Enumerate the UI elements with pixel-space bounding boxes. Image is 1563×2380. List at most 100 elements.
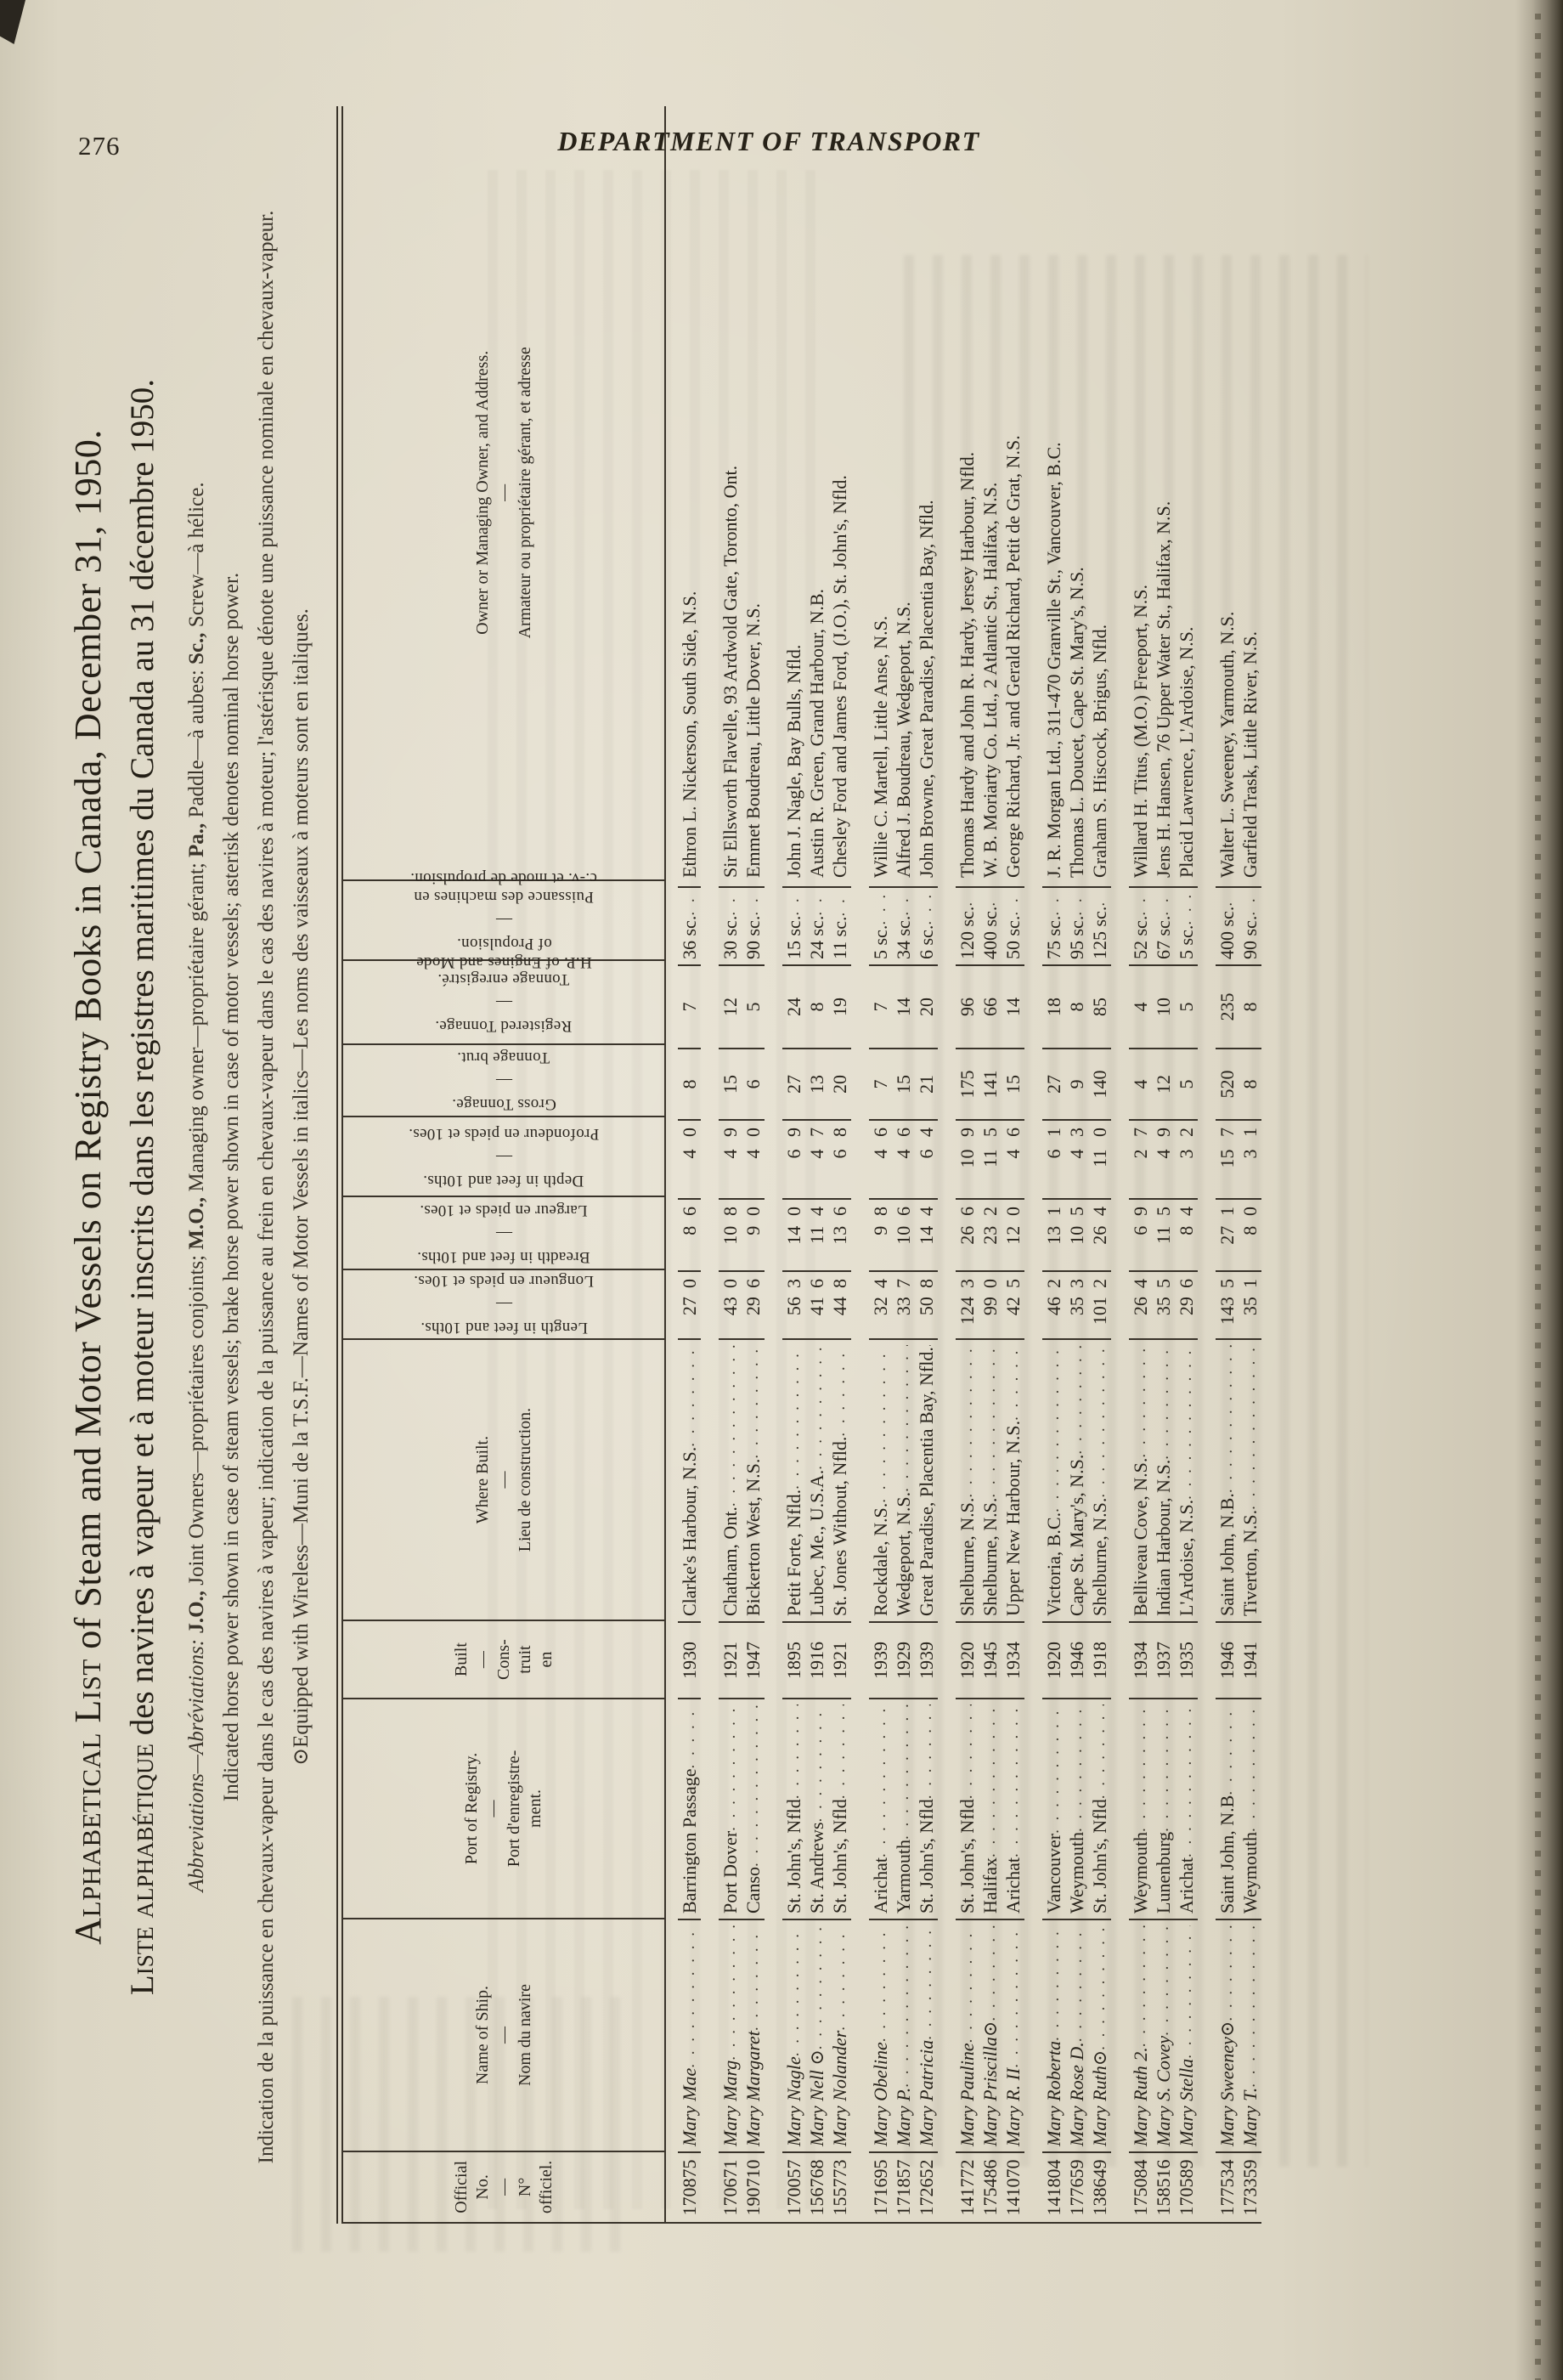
horsepower-cell: 90 sc. (1239, 886, 1261, 964)
where-built-cell: L'Ardoise, N.S. (1175, 1338, 1198, 1621)
port-of-registry-cell: St. John's, Nfld (1088, 1698, 1111, 1919)
official-no-cell: 172652 (915, 2151, 938, 2222)
port-of-registry-cell: Weymouth (1129, 1698, 1152, 1919)
official-no-cell: 175084 (1129, 2151, 1152, 2222)
dot-leader (915, 1704, 938, 1799)
owner-cell: Chesley Ford and James Ford, (J.O.), St.… (829, 475, 850, 878)
gross-tonnage-cell: 7 (869, 1048, 892, 1119)
where-built-cell: Tiverton, N.S. (1239, 1338, 1261, 1621)
dot-leader (1239, 1345, 1261, 1510)
built-year-cell: 1920 (1042, 1621, 1065, 1698)
dot-leader (1002, 1925, 1024, 2068)
length-cell: 35 1 (1239, 1270, 1261, 1338)
ship-name-cell: Mary T. (1239, 1919, 1261, 2151)
official-no-cell: 141772 (956, 2151, 979, 2222)
col-header-port: Port of Registry. — Port d'enregistre- m… (343, 1697, 664, 1919)
dot-leader (828, 1345, 851, 1437)
horsepower-note-en: Indicated horse power shown in case of s… (220, 572, 243, 1802)
official-no-cell: 171857 (892, 2151, 915, 2222)
ship-name-cell: Mary Nell ⊙ (805, 1919, 828, 2151)
port-of-registry-cell: Arichat (1175, 1698, 1198, 1919)
registered-tonnage-cell: 8 (805, 964, 828, 1048)
vessel-row: 170057 Mary Nagle St. John's, Nfld 1895 … (782, 106, 805, 2222)
horsepower-cell: 5 sc. (869, 886, 892, 964)
where-built-cell: Bickerton West, N.S. (742, 1338, 765, 1621)
official-no-cell: 170589 (1175, 2151, 1198, 2222)
dot-leader (719, 893, 742, 916)
table-body: 170875 Mary Mae Barrington Passage 19 30 … (666, 106, 1261, 2222)
depth-cell: 11 0 (1088, 1119, 1111, 1198)
horsepower-cell: 50 sc. (1002, 886, 1024, 964)
where-built-cell: Wedgeport, N.S. (892, 1338, 915, 1621)
breadth-cell: 12 0 (1002, 1198, 1024, 1270)
dot-leader (1175, 1704, 1198, 1857)
col-header-depth-fr: Profondeur en pieds et 10es. (408, 1124, 600, 1143)
title-english: Alphabetical List of Steam and Motor Ves… (66, 53, 110, 2321)
ship-name-cell: Mary Roberta (1042, 1919, 1065, 2151)
where-built-cell: Shelburne, N.S. (979, 1338, 1002, 1621)
dot-leader (1129, 1704, 1152, 1832)
port-of-registry-cell: Canso (742, 1698, 765, 1919)
registered-tonnage-cell: 66 (979, 964, 1002, 1048)
port-of-registry-cell: Lunenburg (1152, 1698, 1175, 1919)
dot-leader (1065, 1925, 1088, 2042)
dot-leader (742, 1704, 765, 1867)
owner-cell: J. R. Morgan Ltd., 311-470 Granville St.… (1043, 442, 1064, 878)
title-french-lead: Liste alphabétique (124, 1744, 161, 1996)
dot-leader (1088, 1704, 1111, 1799)
horsepower-cell: 6 sc. (915, 886, 938, 964)
length-cell: 41 6 (805, 1270, 828, 1338)
dot-leader (742, 1345, 765, 1459)
dot-leader (1239, 1704, 1261, 1832)
where-built-cell: Shelburne, N.S. (1088, 1338, 1111, 1621)
built-year-cell: 1930 (678, 1621, 701, 1698)
caption-separator: — (495, 1295, 512, 1314)
dot-leader (892, 1704, 915, 1840)
dot-leader (1152, 1345, 1175, 1460)
col-header-horsepower-en: H.P. of Engines and Mode of Propulsion. (415, 935, 592, 972)
vessel-row: 170671 Mary Marg Port Dover 1921 Chatham… (719, 106, 742, 2222)
where-built-cell: Lubec, Me., U.S.A. (805, 1338, 828, 1621)
dot-leader (805, 1345, 828, 1470)
dot-leader (1002, 1704, 1024, 1857)
horsepower-cell: 400 sc. (979, 886, 1002, 964)
gross-tonnage-cell: 13 (805, 1048, 828, 1119)
ship-name-cell: Mary S. Covey (1152, 1919, 1175, 2151)
dot-leader (828, 893, 851, 916)
official-no-cell: 177534 (1216, 2151, 1239, 2222)
dot-leader (956, 1345, 979, 1498)
ship-name-cell: Mary Mae (678, 1919, 701, 2151)
title-english-rest: of Steam and Motor Vessels on Registry B… (67, 429, 109, 1659)
gross-tonnage-cell: 5 (1175, 1048, 1198, 1119)
owner-cell: Willie C. Martell, Little Anse, N.S. (870, 615, 891, 878)
abbreviations-note: Abbreviations—Abréviations: J.O., Joint … (185, 482, 208, 1892)
length-cell: 101 2 (1088, 1270, 1111, 1338)
built-year-cell: 1929 (892, 1621, 915, 1698)
registered-tonnage-cell: 19 (828, 964, 851, 1048)
dot-leader (869, 893, 892, 925)
col-header-length-fr: Longueur en pieds et 10es. (414, 1272, 594, 1291)
dot-leader (828, 1704, 851, 1799)
vessel-row: 170875 Mary Mae Barrington Passage 1930 … (678, 106, 701, 2222)
owner-cell: Emmet Boudreau, Little Dover, N.S. (742, 603, 764, 878)
dot-leader (782, 1345, 805, 1490)
length-cell: 99 0 (979, 1270, 1002, 1338)
ship-name-cell: Mary Pauline (956, 1919, 979, 2151)
vessel-row: 141772 Mary Pauline St. John's, Nfld 192… (956, 106, 979, 2222)
owner-cell: Sir Ellsworth Flavelle, 93 Ardwold Gate,… (719, 465, 741, 878)
horsepower-cell: 5 sc. (1175, 886, 1198, 964)
vessel-row-group: 175084 Mary Ruth 2. Weymouth 1934 Belliv… (1129, 106, 1198, 2222)
col-header-horsepower: H.P. of Engines and Mode of Propulsion. —… (343, 869, 664, 971)
vessel-row: 190710 Mary Margaret Canso 1947 Bickerto… (742, 106, 765, 2222)
dot-leader (892, 893, 915, 916)
official-no-cell: 141070 (1002, 2151, 1024, 2222)
vessel-row: 177534 Mary Sweeney⊙ Saint John, N.B 194… (1216, 106, 1239, 2222)
registered-tonnage-cell: 14 (1002, 964, 1024, 1048)
gross-tonnage-cell: 15 (892, 1048, 915, 1119)
